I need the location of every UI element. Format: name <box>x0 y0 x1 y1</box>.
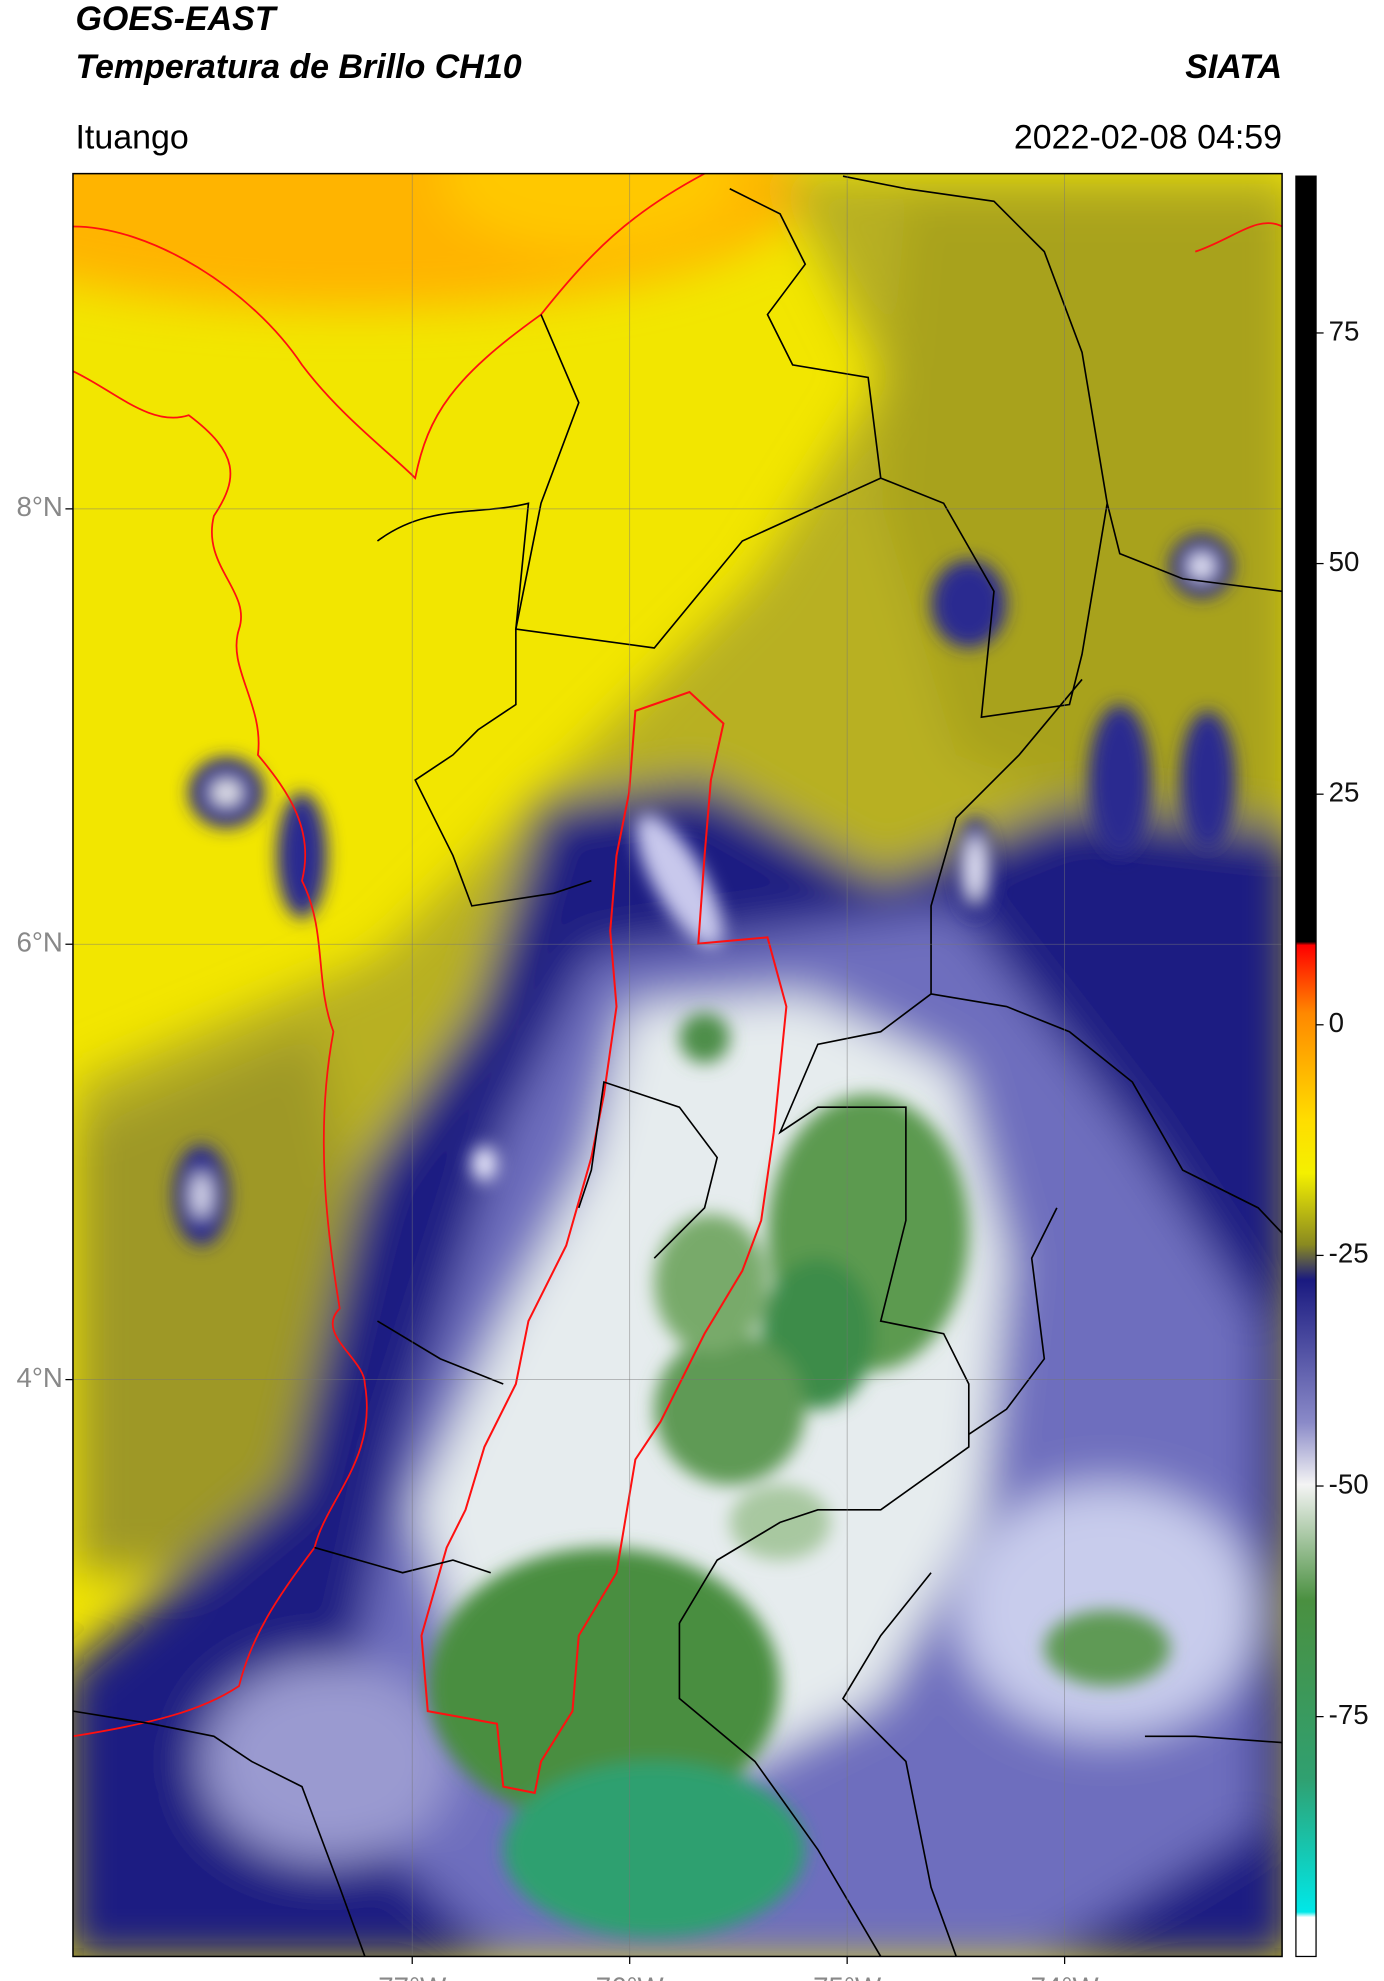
x-tick-label: 75°W <box>813 1971 882 1981</box>
x-tick-label: 77°W <box>378 1971 447 1981</box>
colorbar-tick-label: 25 <box>1329 776 1360 807</box>
colorbar-tick-label: -75 <box>1329 1699 1369 1730</box>
y-tick-label: 6°N <box>16 927 62 958</box>
x-tick-label: 76°W <box>596 1971 665 1981</box>
subtitle: Temperatura de Brillo CH10 <box>75 48 521 86</box>
y-tick-label: 4°N <box>16 1362 62 1393</box>
title: GOES-EAST <box>75 0 278 38</box>
colorbar-tick-label: -50 <box>1329 1468 1369 1499</box>
y-tick-label: 8°N <box>16 491 62 522</box>
colorbar-tick-label: 0 <box>1329 1007 1344 1038</box>
datetime: 2022-02-08 04:59 <box>1014 118 1282 156</box>
x-tick-label: 74°W <box>1031 1971 1100 1981</box>
map-image <box>72 173 1283 1957</box>
map-frame <box>72 172 1283 1958</box>
location: Ituango <box>75 118 188 156</box>
brand: SIATA <box>1185 48 1282 86</box>
colorbar-tick-label: -25 <box>1329 1238 1369 1269</box>
colorbar-tick-label: 50 <box>1329 546 1360 577</box>
colorbar <box>1295 175 1317 1958</box>
gridlines <box>72 173 1283 1957</box>
colorbar-tick-label: 75 <box>1329 315 1360 346</box>
